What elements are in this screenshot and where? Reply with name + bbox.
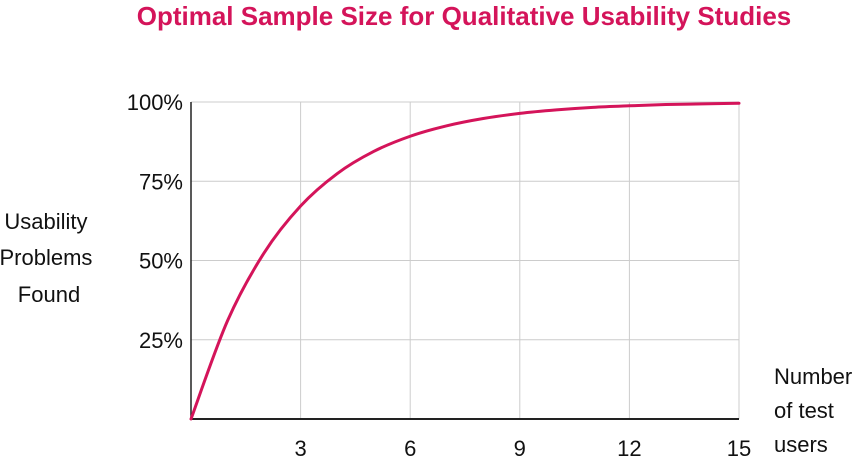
y-tick-labels: 25% 50% 75% 100% bbox=[127, 90, 183, 353]
y-tick-label: 100% bbox=[127, 90, 183, 115]
series-layer bbox=[189, 101, 741, 421]
axes bbox=[190, 102, 739, 420]
series-line bbox=[189, 101, 741, 421]
x-tick-label: 12 bbox=[617, 436, 641, 457]
x-axis-label-line: Number bbox=[774, 364, 852, 389]
x-tick-label: 9 bbox=[514, 436, 526, 457]
chart-title: Optimal Sample Size for Qualitative Usab… bbox=[137, 1, 792, 31]
x-tick-label: 3 bbox=[294, 436, 306, 457]
y-axis-label-line: Usability bbox=[4, 209, 87, 234]
y-axis-label-line: Found bbox=[18, 282, 80, 307]
x-tick-labels: 3 6 9 12 15 bbox=[294, 436, 751, 457]
x-tick-label: 6 bbox=[404, 436, 416, 457]
x-axis-label: Number of test users bbox=[774, 364, 858, 457]
x-tick-label: 15 bbox=[727, 436, 751, 457]
grid bbox=[191, 101, 740, 419]
y-axis-label: Usability Problems Found bbox=[0, 209, 99, 307]
y-tick-label: 50% bbox=[139, 249, 183, 274]
y-tick-label: 75% bbox=[139, 169, 183, 194]
x-axis-label-line: users bbox=[774, 432, 828, 457]
y-axis-label-line: Problems bbox=[0, 245, 92, 270]
y-tick-label: 25% bbox=[139, 328, 183, 353]
x-axis-label-line: of test bbox=[774, 398, 834, 423]
